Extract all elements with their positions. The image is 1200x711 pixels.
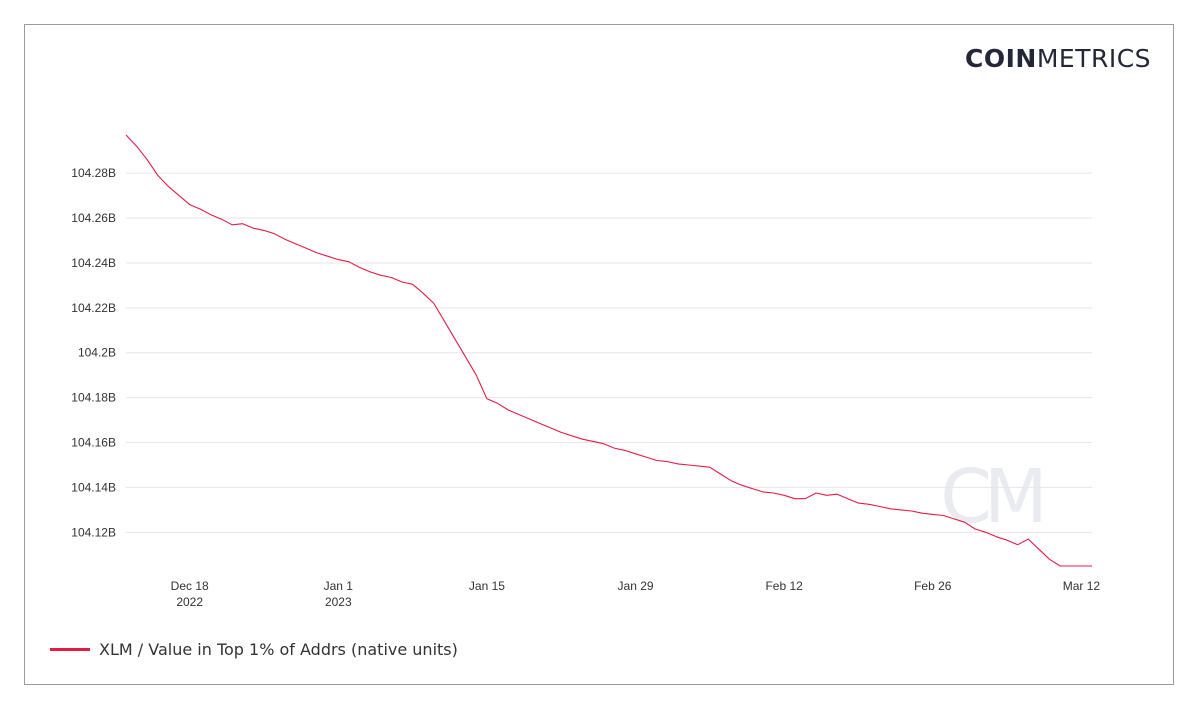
x-tick-label: Feb 26 (914, 579, 952, 593)
coinmetrics-logo: COINMETRICS (965, 44, 1151, 73)
x-tick-label: Jan 1 (324, 579, 354, 593)
chart-frame (24, 24, 1174, 685)
y-tick-label: 104.2B (78, 346, 116, 360)
gridlines (126, 172, 1092, 533)
y-tick-label: 104.14B (71, 480, 116, 494)
x-tick-label: Dec 18 (171, 579, 209, 593)
y-tick-label: 104.24B (71, 256, 116, 270)
y-tick-label: 104.28B (71, 166, 116, 180)
logo-light-text: METRICS (1036, 44, 1152, 73)
x-tick-sublabel: 2023 (325, 595, 352, 609)
cm-watermark: CM (940, 454, 1049, 540)
x-tick-sublabel: 2022 (176, 595, 203, 609)
watermark-text: CM (940, 454, 1041, 540)
series-line-xlm-top1pct (125, 134, 1092, 567)
x-tick-label: Jan 29 (618, 579, 654, 593)
x-axis: Dec 18 2022 Jan 1 2023 Jan 15 Jan 29 Feb 12 Feb… (171, 579, 1101, 609)
legend[interactable]: XLM / Value in Top 1% of Addrs (native u… (50, 640, 458, 659)
x-tick-label: Jan 15 (469, 579, 505, 593)
x-tick-label: Feb 12 (765, 579, 803, 593)
legend-label: XLM / Value in Top 1% of Addrs (native u… (99, 640, 458, 659)
y-tick-label: 104.22B (71, 301, 116, 315)
y-tick-label: 104.16B (71, 436, 116, 450)
series-layer (125, 134, 1092, 567)
x-tick-label: Mar 12 (1063, 579, 1101, 593)
y-tick-label: 104.26B (71, 211, 116, 225)
y-tick-label: 104.18B (71, 391, 116, 405)
logo-bold-text: COIN (965, 44, 1037, 73)
y-tick-label: 104.12B (71, 525, 116, 539)
legend-swatch (50, 648, 90, 651)
y-axis: 104.12B 104.14B 104.16B 104.18B 104.2B 104.22… (71, 166, 116, 539)
